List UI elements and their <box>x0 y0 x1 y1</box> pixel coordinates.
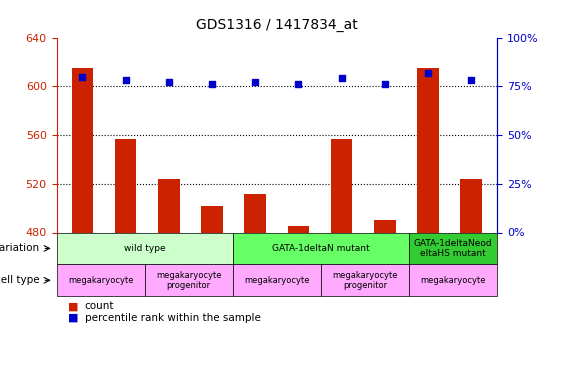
Point <box>467 77 476 83</box>
Bar <box>245 194 266 232</box>
Bar <box>288 226 309 232</box>
Bar <box>331 139 353 232</box>
Text: ■: ■ <box>68 302 79 311</box>
Bar <box>115 139 136 232</box>
Point <box>78 74 87 80</box>
Title: GDS1316 / 1417834_at: GDS1316 / 1417834_at <box>196 18 358 32</box>
Text: megakaryocyte: megakaryocyte <box>244 276 310 285</box>
Bar <box>460 179 482 232</box>
Text: count: count <box>85 302 114 311</box>
Bar <box>72 68 93 232</box>
Point <box>380 81 389 87</box>
Bar <box>201 206 223 232</box>
Text: genotype/variation: genotype/variation <box>0 243 40 254</box>
Point <box>337 75 346 81</box>
Text: megakaryocyte: megakaryocyte <box>68 276 133 285</box>
Point <box>294 81 303 87</box>
Point <box>424 70 433 76</box>
Text: percentile rank within the sample: percentile rank within the sample <box>85 313 260 322</box>
Text: megakaryocyte
progenitor: megakaryocyte progenitor <box>332 271 398 290</box>
Point <box>164 80 173 86</box>
Text: cell type: cell type <box>0 275 40 285</box>
Point <box>207 81 216 87</box>
Text: GATA-1deltaN mutant: GATA-1deltaN mutant <box>272 244 370 253</box>
Bar <box>418 68 439 232</box>
Text: GATA-1deltaNeod
eltaHS mutant: GATA-1deltaNeod eltaHS mutant <box>414 239 493 258</box>
Text: megakaryocyte
progenitor: megakaryocyte progenitor <box>156 271 221 290</box>
Text: ■: ■ <box>68 313 79 322</box>
Bar <box>158 179 180 232</box>
Bar <box>374 220 396 232</box>
Text: wild type: wild type <box>124 244 166 253</box>
Point <box>121 77 130 83</box>
Point <box>251 80 260 86</box>
Text: megakaryocyte: megakaryocyte <box>420 276 486 285</box>
